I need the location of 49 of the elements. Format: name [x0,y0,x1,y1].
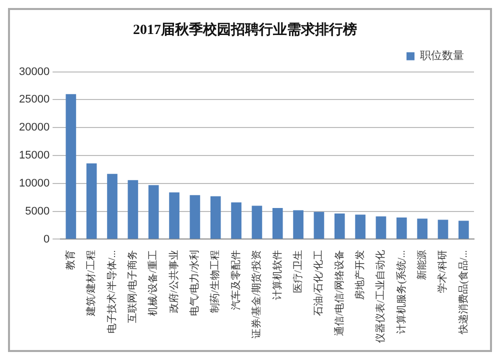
y-tick-label: 20000 [18,122,50,134]
bar [128,180,138,239]
x-tick-label: 汽车及零配件 [230,250,242,310]
x-tick-label: 石油/石化/化工 [312,250,325,316]
bar [293,210,304,239]
bar [417,218,428,239]
x-tick-label: 房地产开发 [354,250,366,300]
bar [66,94,76,239]
chart-title: 2017届秋季校园招聘行业需求排行榜 [133,21,357,38]
x-tick-label: 制药/生物工程 [209,250,222,314]
bar [438,220,448,239]
y-tick-label: 10000 [18,177,50,190]
bar [190,195,200,239]
x-tick-label: 通信/电信/网络设备 [333,250,346,336]
bar [396,217,407,239]
bar [107,174,118,239]
y-tick-label: 15000 [18,150,50,162]
bar [334,214,345,239]
bar [376,216,386,239]
x-tick-label: 电气/电力/水利 [188,250,201,316]
x-tick-label: 电子技术/半导体/... [106,250,118,334]
bar [458,220,469,239]
bar [210,196,221,239]
x-tick-label: 建筑/建材/工程 [85,250,98,317]
x-tick-label: 仪器仪表/工业自动化 [374,250,387,344]
x-tick-label: 互联网/电子商务 [126,250,139,324]
bar [252,206,262,239]
y-tick-label: 5000 [25,205,50,218]
x-tick-label: 计算机软件 [271,250,284,300]
x-tick-label: 医疗/卫生 [292,250,304,294]
legend-label: 职位数量 [420,50,464,62]
x-tick-label: 学术/科研 [436,250,449,294]
bar [272,208,283,239]
bar [231,202,242,239]
bar [314,212,324,239]
x-tick-label: 计算机服务(系统/... [395,250,408,334]
y-tick-label: 0 [43,233,50,246]
bar [169,192,180,239]
y-tick-label: 25000 [18,94,50,106]
x-tick-label: 新能源 [416,250,428,280]
bar [86,163,97,239]
bar [148,185,159,239]
x-tick-label: 机械/设备/重工 [147,250,160,316]
x-tick-label: 快递消费品(食品/... [457,250,470,335]
x-tick-label: 政府/公共事业 [168,250,180,314]
x-tick-label: 证券/基金/期货/投资 [250,250,263,339]
x-tick-label: 教育 [64,250,77,270]
y-tick-label: 30000 [18,66,50,78]
bar [355,214,366,239]
